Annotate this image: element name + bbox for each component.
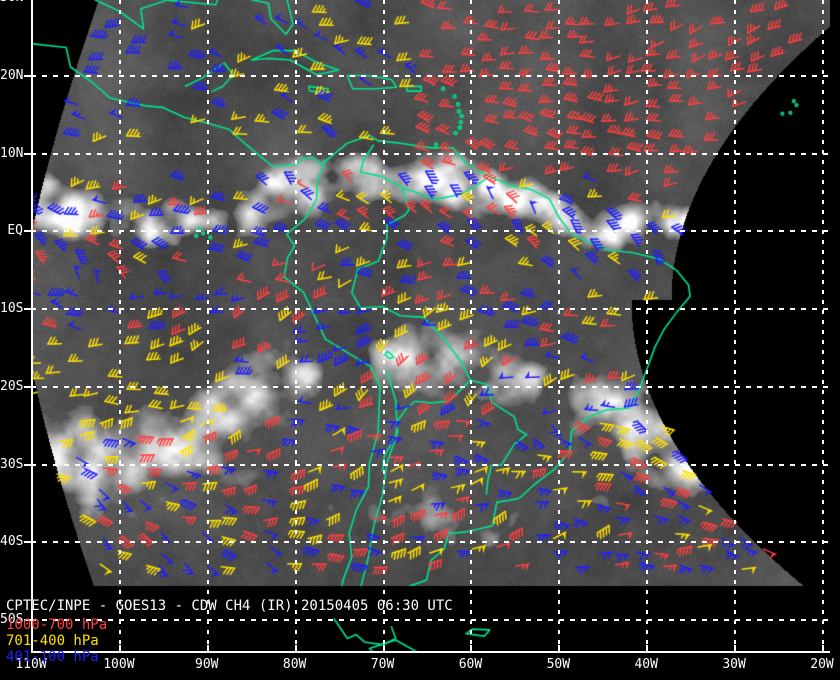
gridline-meridian-80W <box>294 0 297 652</box>
y-tick-EQ <box>24 230 33 233</box>
gridline-parallel-50S <box>31 619 830 621</box>
y-tick-30S <box>24 463 33 466</box>
gridline-meridian-100W <box>118 0 121 652</box>
gridline-parallel-10N <box>31 152 830 155</box>
y-tick-10N <box>24 152 33 155</box>
x-tick-110W <box>31 645 33 653</box>
satellite-infrared-image <box>31 0 830 652</box>
y-axis-label-40S: 40S <box>0 534 24 550</box>
y-tick-40S <box>24 541 33 544</box>
x-axis-label-40W: 40W <box>634 657 658 672</box>
x-axis-line <box>31 651 830 653</box>
x-tick-100W <box>118 645 121 653</box>
y-axis-label-10N: 10N <box>0 145 24 161</box>
x-axis-label-60W: 60W <box>458 657 483 672</box>
x-axis-label-80W: 80W <box>282 657 307 672</box>
x-axis-label-70W: 70W <box>370 657 395 672</box>
x-axis-label-90W: 90W <box>195 657 219 672</box>
x-axis-label-50W: 50W <box>546 657 571 672</box>
pressure-layer-legend: 1000-700 hPa 701-400 hPa 401-100 hPa <box>6 617 107 665</box>
x-tick-70W <box>382 645 385 653</box>
gridline-meridian-30W <box>734 0 737 652</box>
x-axis-label-20W: 20W <box>810 657 834 672</box>
y-tick-20S <box>24 385 33 388</box>
y-axis-label-50S: 50S <box>0 612 24 627</box>
x-tick-40W <box>646 645 649 653</box>
plot-area <box>31 0 830 652</box>
x-tick-50W <box>558 645 561 653</box>
x-tick-20W <box>822 645 824 653</box>
y-axis-label-10S: 10S <box>0 301 24 316</box>
x-axis-label-110W: 110W <box>15 657 47 672</box>
legend-item-high: 401-100 hPa <box>6 649 99 665</box>
y-axis-label-EQ: EQ <box>7 223 23 239</box>
gridline-parallel-40S <box>31 541 830 544</box>
y-axis-label-30S: 30S <box>0 456 24 472</box>
gridline-meridian-60W <box>470 0 473 652</box>
x-tick-60W <box>470 645 473 653</box>
gridline-parallel-20N <box>31 74 830 77</box>
x-axis-label-100W: 100W <box>103 657 135 672</box>
x-tick-80W <box>294 645 297 653</box>
legend-item-mid: 701-400 hPa <box>6 633 99 649</box>
gridline-meridian-90W <box>206 0 209 652</box>
gridline-parallel-20S <box>31 385 830 388</box>
gridline-meridian-70W <box>382 0 385 652</box>
gridline-parallel-10S <box>31 308 830 310</box>
y-tick-10S <box>24 308 33 310</box>
y-axis-line <box>31 0 33 653</box>
gridline-parallel-EQ <box>31 230 830 233</box>
y-axis-label-30N: 30N <box>0 0 23 4</box>
legend-item-low: 1000-700 hPa <box>6 617 108 633</box>
y-axis-label-20S: 20S <box>0 378 24 394</box>
y-axis-label-20N: 20N <box>0 67 24 83</box>
map-caption: CPTEC/INPE - GOES13 - CDW CH4 (IR) 20150… <box>6 598 453 614</box>
gridline-meridian-20W <box>822 0 824 652</box>
gridline-meridian-50W <box>558 0 561 652</box>
x-tick-30W <box>734 645 737 653</box>
x-tick-90W <box>206 645 209 653</box>
x-axis-label-30W: 30W <box>722 657 746 672</box>
gridline-parallel-30S <box>31 463 830 466</box>
gridline-meridian-40W <box>646 0 649 652</box>
y-tick-50S <box>24 619 33 621</box>
y-tick-20N <box>24 74 33 77</box>
